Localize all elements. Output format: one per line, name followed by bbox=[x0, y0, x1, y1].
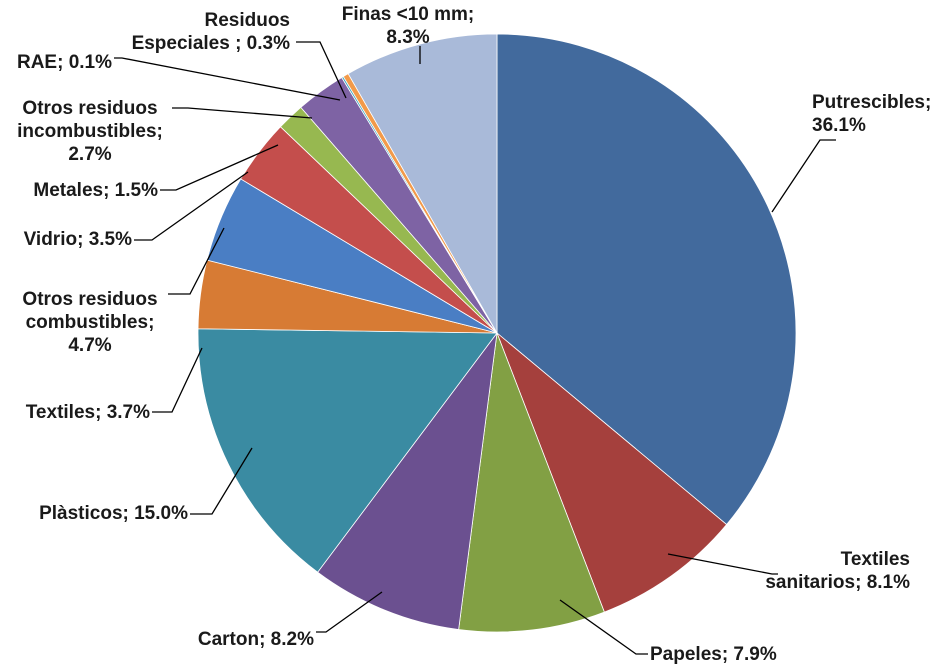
pie-slices bbox=[197, 33, 797, 633]
slice-label-line: Especiales ; 0.3% bbox=[132, 33, 291, 54]
slice-label-otros-residuos-combustibles: Otros residuos combustibles; 4.7% bbox=[22, 289, 157, 356]
leader-line-textiles-sanitarios bbox=[667, 553, 778, 575]
slice-label-line: incombustibles; bbox=[17, 121, 163, 142]
slice-label-plasticos: Plàsticos; 15.0% bbox=[39, 503, 188, 524]
slice-label-vidrio: Vidrio; 3.5% bbox=[24, 229, 133, 250]
slice-label-putrescibles: Putrescibles; 36.1% bbox=[812, 92, 931, 136]
slice-label-line: Plàsticos; 15.0% bbox=[39, 503, 188, 524]
slice-label-otros-residuos-incombustibles: Otros residuos incombustibles; 2.7% bbox=[17, 98, 163, 165]
slice-label-rae: RAE; 0.1% bbox=[17, 52, 112, 73]
slice-label-metales: Metales; 1.5% bbox=[33, 180, 158, 201]
slice-label-line: Otros residuos bbox=[22, 289, 157, 310]
slice-label-line: Vidrio; 3.5% bbox=[24, 229, 133, 250]
leader-line-plasticos bbox=[190, 447, 253, 515]
slice-label-line: Textiles bbox=[841, 549, 910, 570]
slice-label-line: Finas <10 mm; bbox=[342, 4, 475, 25]
leader-line-rae bbox=[114, 57, 341, 101]
slice-label-textiles-sanitarios: Textiles sanitarios; 8.1% bbox=[765, 549, 910, 593]
slice-label-line: Textiles; 3.7% bbox=[26, 402, 150, 423]
leader-line-metales bbox=[160, 144, 279, 191]
slice-label-line: Metales; 1.5% bbox=[33, 180, 158, 201]
slice-textiles-sanitarios bbox=[496, 331, 728, 613]
slice-label-finas-10-mm: Finas <10 mm; 8.3% bbox=[342, 4, 475, 48]
slice-label-line: RAE; 0.1% bbox=[17, 52, 112, 73]
slice-carton bbox=[317, 331, 498, 630]
leader-line-residuos-especiales bbox=[296, 41, 347, 99]
slice-label-line: Otros residuos bbox=[22, 98, 157, 119]
slice-finas-10-mm bbox=[347, 33, 498, 335]
slice-label-line: 8.3% bbox=[386, 27, 429, 48]
slice-label-line: Residuos bbox=[204, 10, 290, 31]
slice-label-line: Carton; 8.2% bbox=[198, 629, 314, 650]
leader-line-textiles bbox=[152, 347, 203, 413]
slice-label-line: 2.7% bbox=[68, 144, 111, 165]
leader-line-papeles bbox=[559, 599, 648, 655]
leader-line-carton bbox=[316, 591, 383, 633]
slice-papeles bbox=[458, 332, 605, 633]
slice-labels: Putrescibles; 36.1% Textiles sanitarios; 8.… bbox=[17, 4, 931, 665]
slice-label-line: 4.7% bbox=[68, 335, 111, 356]
slice-label-line: 36.1% bbox=[812, 115, 866, 136]
slice-plasticos bbox=[197, 328, 498, 573]
leader-line-otros-residuos-incombustibles bbox=[172, 107, 313, 119]
leader-lines bbox=[114, 41, 836, 655]
slice-label-residuos-especiales: Residuos Especiales ; 0.3% bbox=[132, 10, 291, 54]
slice-label-line: Putrescibles; bbox=[812, 92, 931, 113]
slice-label-textiles: Textiles; 3.7% bbox=[26, 402, 150, 423]
slice-label-papeles: Papeles; 7.9% bbox=[650, 644, 777, 665]
slice-label-line: Papeles; 7.9% bbox=[650, 644, 777, 665]
leader-line-vidrio bbox=[134, 171, 249, 241]
slice-label-line: combustibles; bbox=[26, 312, 155, 333]
slice-label-carton: Carton; 8.2% bbox=[198, 629, 314, 650]
leader-line-otros-residuos-combustibles bbox=[168, 227, 225, 295]
slice-label-line: sanitarios; 8.1% bbox=[765, 572, 910, 593]
leader-line-putrescibles bbox=[771, 139, 836, 213]
slice-putrescibles bbox=[496, 33, 797, 526]
